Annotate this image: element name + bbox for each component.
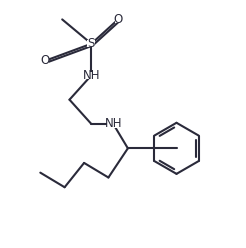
FancyBboxPatch shape	[88, 40, 95, 47]
FancyBboxPatch shape	[115, 16, 122, 23]
FancyBboxPatch shape	[86, 72, 97, 79]
Text: O: O	[113, 13, 123, 26]
Text: NH: NH	[105, 118, 122, 130]
FancyBboxPatch shape	[108, 120, 119, 128]
Text: S: S	[88, 37, 95, 50]
FancyBboxPatch shape	[42, 58, 48, 64]
Text: NH: NH	[83, 69, 100, 82]
Text: O: O	[41, 54, 50, 67]
